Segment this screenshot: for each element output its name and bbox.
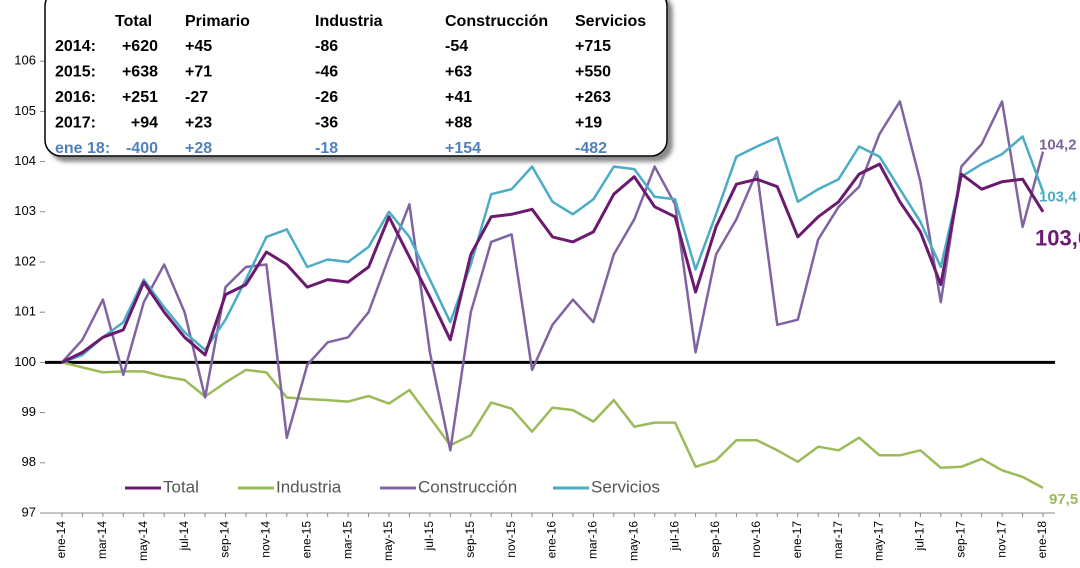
- table-header: Primario: [185, 13, 250, 30]
- table-header: Total: [115, 13, 152, 30]
- x-tick-label: jul-16: [667, 521, 681, 552]
- table-cell: +71: [185, 64, 212, 81]
- table-cell: +251: [122, 89, 158, 106]
- row-label: 2016:: [55, 89, 96, 106]
- y-tick-label: 103: [14, 203, 36, 218]
- summary-table: Total Primario Industria Construcción Servic…: [44, 0, 668, 157]
- x-tick-label: sep-16: [708, 521, 722, 558]
- series-line: [61, 135, 1045, 364]
- table-cell: +715: [575, 38, 611, 55]
- x-tick-label: ene-16: [545, 521, 559, 559]
- x-tick-label: mar-16: [586, 521, 600, 559]
- x-tick-label: mar-17: [831, 521, 845, 559]
- table-header: Industria: [315, 13, 383, 30]
- x-tick-label: sep-15: [463, 521, 477, 558]
- y-tick-label: 106: [14, 53, 36, 68]
- series-line: [61, 361, 1044, 490]
- table-cell: +23: [185, 115, 212, 132]
- y-tick-label: 98: [22, 454, 36, 469]
- table-cell: +41: [445, 89, 472, 106]
- row-label: 2015:: [55, 64, 96, 81]
- table-cell: -18: [315, 140, 338, 157]
- x-tick-label: jul-17: [913, 521, 927, 552]
- table-cell: +154: [445, 140, 481, 157]
- table-cell: +94: [131, 115, 158, 132]
- row-label: 2014:: [55, 38, 96, 55]
- x-tick-label: ene-14: [54, 521, 68, 559]
- table-cell: +45: [185, 38, 212, 55]
- x-tick-label: mar-15: [340, 521, 354, 559]
- x-tick-label: ene-15: [299, 521, 313, 559]
- y-tick-label: 104: [14, 153, 36, 168]
- table-cell: -54: [445, 38, 468, 55]
- x-tick-label: ene-18: [1035, 521, 1049, 559]
- value-label: 103,4: [1039, 189, 1077, 206]
- x-tick-label: nov-14: [259, 521, 273, 558]
- x-tick-label: may-15: [381, 521, 395, 561]
- legend-label: Industria: [276, 477, 342, 496]
- value-label: 104,2: [1039, 137, 1077, 154]
- x-tick-label: jul-14: [177, 521, 191, 552]
- table-cell: -86: [315, 38, 338, 55]
- x-tick-label: may-17: [872, 521, 886, 561]
- table-header: Construcción: [445, 13, 548, 30]
- y-tick-label: 101: [14, 304, 36, 319]
- legend-label: Servicios: [591, 477, 660, 496]
- table-cell: +263: [575, 89, 611, 106]
- x-tick-label: jul-15: [422, 521, 436, 552]
- table-cell: -36: [315, 115, 338, 132]
- series-line: [61, 100, 1045, 452]
- table-cell: +19: [575, 115, 602, 132]
- table-cell: -400: [126, 140, 158, 157]
- x-tick-label: nov-16: [749, 521, 763, 558]
- table-box: [44, 0, 668, 157]
- table-header: Servicios: [575, 13, 646, 30]
- x-tick-label: sep-14: [218, 521, 232, 558]
- table-cell: +28: [185, 140, 212, 157]
- y-tick-label: 100: [14, 354, 36, 369]
- table-cell: +63: [445, 64, 472, 81]
- value-label: 97,5: [1049, 491, 1078, 508]
- x-tick-label: nov-17: [994, 521, 1008, 558]
- x-tick-label: ene-17: [790, 521, 804, 559]
- y-tick-label: 105: [14, 103, 36, 118]
- legend-label: Total: [163, 477, 199, 496]
- legend-label: Construcción: [418, 477, 517, 496]
- x-tick-label: sep-17: [953, 521, 967, 558]
- series-line: [61, 162, 1045, 364]
- row-label: ene 18:: [55, 140, 110, 157]
- plot-area: 97 98 99 100 101 102 103 104 105 106 ene-14 mar-14 m…: [14, 53, 1080, 561]
- table-cell: +620: [122, 38, 158, 55]
- x-tick-label: mar-14: [95, 521, 109, 559]
- y-tick-label: 97: [22, 504, 36, 519]
- y-tick-label: 102: [14, 253, 36, 268]
- x-tick-label: may-14: [136, 521, 150, 561]
- value-label: 103,0: [1035, 226, 1080, 251]
- table-cell: +638: [122, 64, 158, 81]
- table-cell: +550: [575, 64, 611, 81]
- table-cell: +88: [445, 115, 472, 132]
- x-tick-label: nov-15: [504, 521, 518, 558]
- x-tick-label: may-16: [626, 521, 640, 561]
- table-cell: -482: [575, 140, 607, 157]
- table-cell: -26: [315, 89, 338, 106]
- y-tick-label: 99: [22, 404, 36, 419]
- table-cell: -46: [315, 64, 338, 81]
- row-label: 2017:: [55, 115, 96, 132]
- table-cell: -27: [185, 89, 208, 106]
